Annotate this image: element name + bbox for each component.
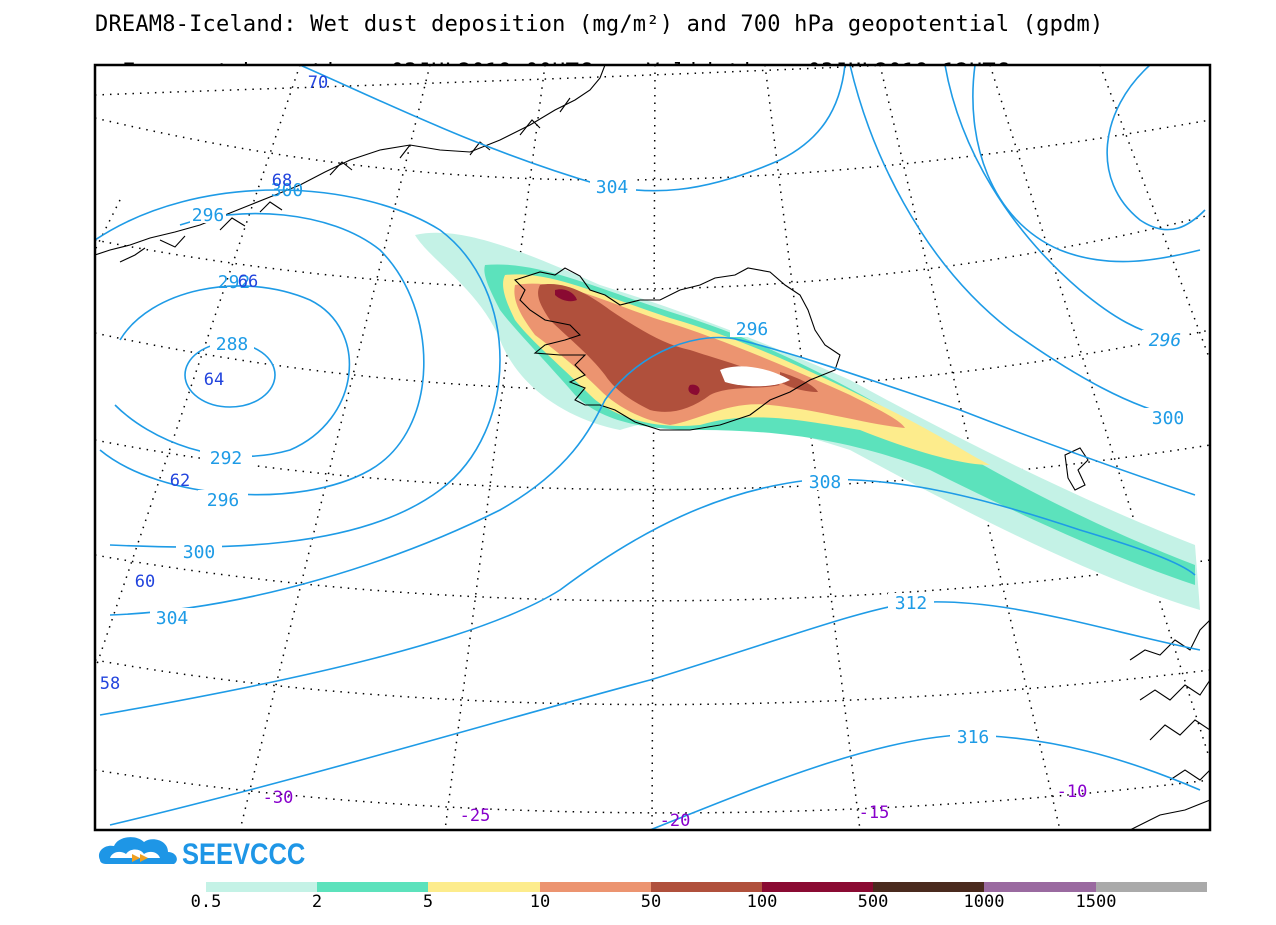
longitude-labels: -30 -25 -20 -15 -10 [263, 782, 1088, 831]
contour-label: 300 [183, 542, 216, 563]
norway-coast [1129, 619, 1210, 830]
longitude-graticule [95, 65, 1210, 830]
latitude-label: 58 [100, 674, 120, 694]
legend-label: 100 [746, 892, 778, 912]
legend-label: 0.5 [190, 892, 222, 912]
legend-label: 2 [311, 892, 323, 912]
coastlines [95, 65, 1210, 830]
longitude-label: -25 [460, 806, 491, 826]
map-title: DREAM8-Iceland: Wet dust deposition (mg/… [95, 12, 1104, 37]
longitude-label: -20 [660, 811, 691, 831]
legend-label: 1500 [1075, 892, 1117, 912]
dust-level-100 [555, 289, 700, 395]
contour-label: 288 [216, 334, 249, 355]
latitude-labels: 70 68 66 64 62 60 58 [100, 73, 328, 694]
map-frame [93, 63, 1212, 832]
contour-304-north [299, 65, 846, 192]
legend-label: 1000 [963, 892, 1005, 912]
greenland-inlets [119, 97, 571, 263]
latitude-label: 62 [170, 471, 190, 491]
legend-swatch [761, 882, 874, 892]
iceland-coast [513, 267, 841, 431]
contour-east-inner [972, 65, 1201, 263]
contour-label: 296 [1149, 330, 1182, 351]
longitude-label: -15 [859, 803, 890, 823]
contour-308 [99, 478, 1196, 716]
longitude-label: -10 [1057, 782, 1088, 802]
contour-east-high [1106, 65, 1206, 231]
legend-swatch [1095, 882, 1207, 892]
dust-level-50 [538, 284, 780, 412]
legend-label: 500 [857, 892, 889, 912]
contour-label: 304 [156, 608, 189, 629]
contour-300-west [95, 189, 501, 548]
legend-swatch [873, 882, 985, 892]
seevccc-logo: SEEVCCC [182, 838, 306, 871]
contour-label: 300 [271, 180, 304, 201]
legend-swatch [539, 882, 651, 892]
contour-label: 312 [895, 593, 928, 614]
contour-312 [109, 601, 1201, 826]
dust-hole [720, 366, 790, 387]
contour-label: 296 [192, 205, 225, 226]
contour-label: 292 [210, 448, 243, 469]
legend-label: 10 [529, 892, 551, 912]
contour-label: 292 [218, 272, 251, 293]
latitude-label: 70 [308, 73, 328, 93]
contour-300-east [849, 65, 1171, 416]
contour-296-east [944, 65, 1181, 341]
legend-swatch [206, 882, 318, 892]
legend-label: 5 [422, 892, 434, 912]
contour-label: 296 [207, 490, 240, 511]
legend-swatch [984, 882, 1096, 892]
contour-label: 304 [596, 177, 629, 198]
latitude-label: 64 [204, 370, 224, 390]
latitude-label: 66 [238, 272, 258, 292]
contour-label: 308 [809, 472, 842, 493]
legend-swatch [650, 882, 762, 892]
legend-label: 50 [640, 892, 662, 912]
latitude-label: 60 [135, 572, 155, 592]
contour-292 [114, 285, 351, 458]
contour-label: 296 [736, 319, 769, 340]
longitude-label: -30 [263, 788, 294, 808]
contour-label: 316 [957, 727, 990, 748]
faroe-islands [1064, 447, 1089, 491]
cloud-logo-icon [98, 837, 177, 864]
greenland-coast [95, 65, 606, 256]
contour-labels: 296 288 292 296 300 304 304 296 308 312 … [100, 73, 1191, 831]
legend-swatch [428, 882, 540, 892]
dust-level-50b [780, 372, 818, 392]
color-legend [206, 882, 1207, 892]
contour-304-main [109, 336, 1196, 616]
contour-label: 300 [1152, 408, 1185, 429]
latitude-label: 68 [272, 171, 292, 191]
legend-swatch [317, 882, 429, 892]
